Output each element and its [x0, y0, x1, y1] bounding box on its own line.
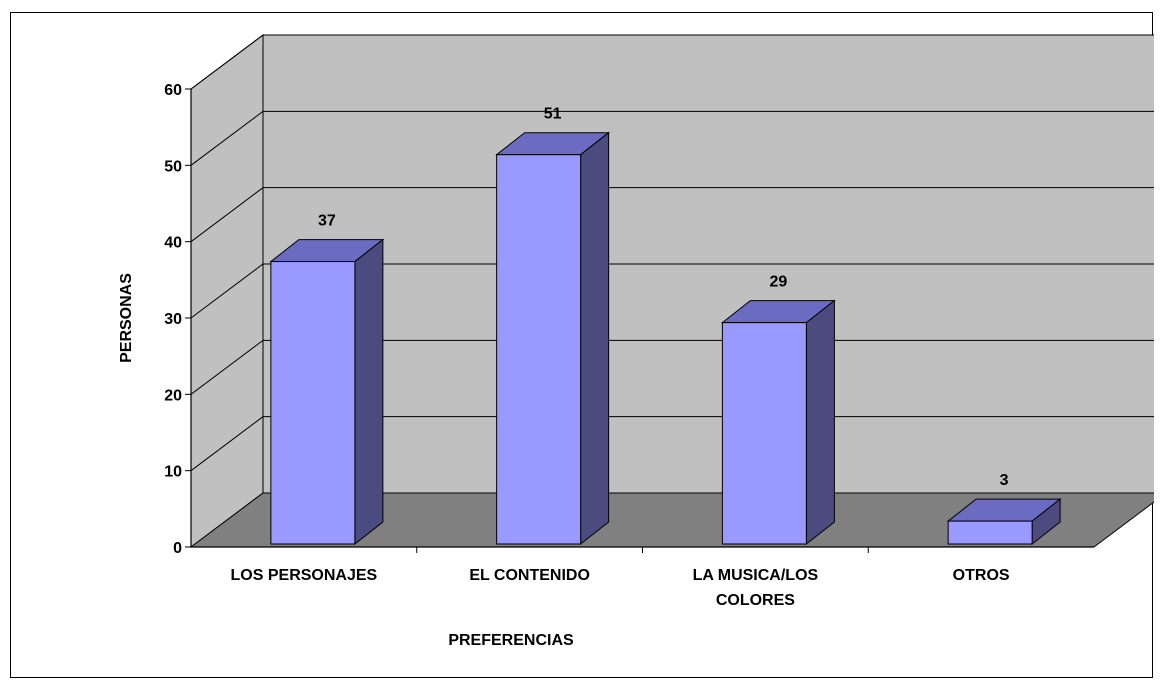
data-label: 37: [318, 213, 336, 230]
y-tick-label: 20: [164, 387, 182, 404]
y-axis-title: PERSONAS: [118, 273, 135, 363]
x-tick-label: EL CONTENIDO: [469, 567, 590, 584]
y-tick-label: 10: [164, 464, 182, 481]
tick-labels: 0 10 20 30 40 50 60 LOS PERSONAJES EL CONTENIDO L…: [164, 82, 1010, 609]
data-label: 3: [1000, 472, 1009, 489]
data-labels: 37 51 29 3: [318, 106, 1009, 489]
x-tick-label: LA MUSICA/LOS COLORES: [693, 567, 819, 609]
y-tick-label: 30: [164, 311, 182, 328]
axes: [185, 88, 1094, 553]
bar-front: [496, 154, 582, 545]
bar-front: [270, 261, 356, 545]
gridline: [190, 187, 1154, 243]
y-tick-label: 50: [164, 158, 182, 175]
data-label: 29: [769, 274, 787, 291]
x-tick-label: LOS PERSONAJES: [231, 567, 378, 584]
y-tick-label: 40: [164, 235, 182, 252]
x-axis-title: PREFERENCIAS: [448, 632, 574, 649]
x-tick-label: OTROS: [953, 567, 1010, 584]
gridline: [190, 339, 1154, 395]
bar-side: [805, 299, 835, 546]
bar-chart: 37 51 29 3 0 10 20 30 40 50 60 LOS PERSONAJES EL CO…: [118, 34, 1154, 649]
bar: [495, 131, 611, 546]
data-label: 51: [544, 106, 562, 123]
gridline: [190, 110, 1154, 166]
y-tick-label: 0: [173, 540, 182, 557]
bar-front: [721, 322, 807, 545]
bar: [946, 498, 1062, 546]
bar-front: [947, 520, 1033, 545]
gridline: [190, 34, 1154, 90]
bar: [269, 238, 385, 546]
bar-side: [580, 131, 610, 546]
gridlines: [190, 34, 1154, 472]
bar: [720, 299, 836, 546]
bar-side: [354, 238, 384, 546]
y-tick-label: 60: [164, 82, 182, 99]
gridline: [190, 416, 1154, 472]
chart-frame: 37 51 29 3 0 10 20 30 40 50 60 LOS PERSONAJES EL CO…: [10, 12, 1154, 678]
bars: [269, 131, 1062, 546]
gridline: [190, 263, 1154, 319]
